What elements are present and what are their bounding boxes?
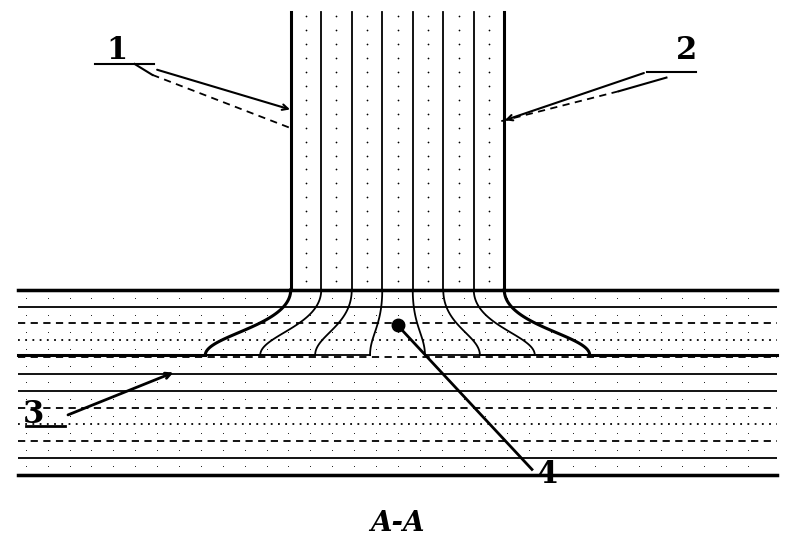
Bar [291, 12, 504, 290]
Text: A-A: A-A [370, 510, 425, 537]
Text: 4: 4 [537, 459, 558, 490]
Text: 2: 2 [676, 35, 697, 66]
Text: 1: 1 [107, 35, 127, 66]
Text: 3: 3 [23, 399, 45, 430]
Bar [17, 290, 778, 475]
